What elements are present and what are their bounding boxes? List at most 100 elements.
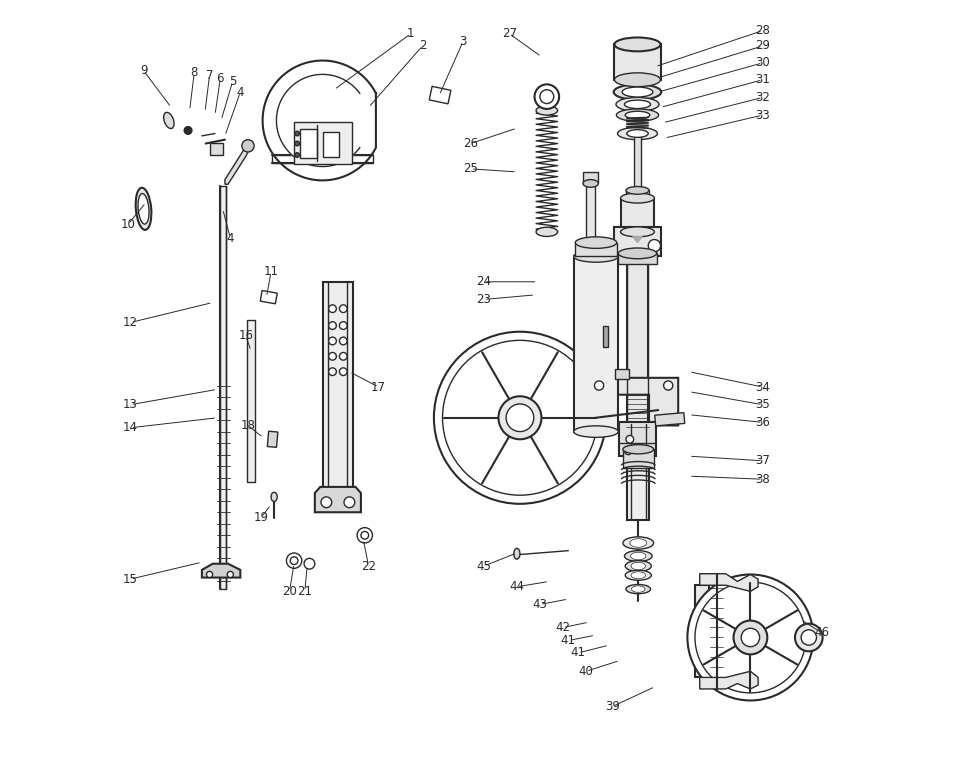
- Ellipse shape: [583, 180, 598, 187]
- Text: 39: 39: [605, 700, 619, 713]
- Bar: [695, 585, 708, 678]
- Text: 23: 23: [476, 293, 492, 306]
- Bar: [627, 259, 648, 424]
- Bar: [583, 172, 598, 183]
- Circle shape: [295, 141, 300, 146]
- Text: 8: 8: [190, 66, 198, 79]
- Polygon shape: [655, 412, 684, 426]
- Text: 4: 4: [236, 86, 244, 99]
- Text: 33: 33: [756, 109, 770, 122]
- Circle shape: [444, 342, 596, 494]
- Text: 14: 14: [123, 421, 138, 434]
- Text: 11: 11: [264, 265, 278, 278]
- Ellipse shape: [623, 445, 654, 454]
- Circle shape: [801, 630, 817, 645]
- Ellipse shape: [536, 227, 558, 237]
- Bar: [623, 449, 654, 469]
- Polygon shape: [260, 291, 277, 304]
- Text: 16: 16: [238, 329, 253, 342]
- Bar: [603, 325, 608, 347]
- Text: 3: 3: [460, 35, 467, 48]
- Polygon shape: [263, 61, 376, 180]
- Bar: [300, 129, 317, 158]
- Circle shape: [498, 396, 541, 439]
- Circle shape: [733, 621, 767, 655]
- Bar: [619, 422, 656, 456]
- Circle shape: [540, 89, 554, 103]
- Text: 7: 7: [205, 69, 213, 82]
- Circle shape: [328, 337, 336, 345]
- Ellipse shape: [575, 237, 616, 248]
- Text: 4: 4: [227, 231, 234, 244]
- Circle shape: [340, 337, 348, 345]
- Circle shape: [286, 553, 301, 568]
- Polygon shape: [276, 74, 360, 167]
- Ellipse shape: [163, 113, 174, 129]
- Ellipse shape: [625, 571, 651, 581]
- Bar: [324, 132, 339, 157]
- Text: 38: 38: [756, 473, 770, 486]
- Bar: [618, 254, 657, 264]
- Circle shape: [321, 497, 332, 507]
- Polygon shape: [429, 86, 451, 104]
- Text: 28: 28: [756, 24, 770, 37]
- Text: 6: 6: [217, 72, 224, 85]
- Circle shape: [328, 368, 336, 375]
- Ellipse shape: [614, 38, 660, 52]
- Text: 10: 10: [121, 217, 135, 231]
- Circle shape: [648, 240, 660, 252]
- Ellipse shape: [623, 537, 654, 549]
- Text: 36: 36: [756, 416, 770, 429]
- Ellipse shape: [631, 562, 645, 570]
- Text: 37: 37: [756, 454, 770, 467]
- Bar: [574, 257, 618, 432]
- Text: 32: 32: [756, 91, 770, 104]
- Polygon shape: [267, 431, 277, 447]
- Ellipse shape: [616, 97, 659, 111]
- Text: 18: 18: [241, 419, 255, 432]
- Circle shape: [328, 352, 336, 360]
- Text: 45: 45: [476, 560, 492, 573]
- Text: 19: 19: [253, 511, 269, 524]
- Bar: [620, 198, 655, 232]
- Circle shape: [594, 381, 604, 390]
- Text: 25: 25: [464, 163, 478, 175]
- Polygon shape: [315, 487, 361, 512]
- Text: 21: 21: [298, 585, 312, 598]
- Ellipse shape: [632, 586, 645, 592]
- Circle shape: [687, 574, 813, 701]
- Circle shape: [295, 131, 300, 136]
- Circle shape: [663, 381, 673, 390]
- Ellipse shape: [630, 539, 647, 547]
- Text: 30: 30: [756, 56, 770, 69]
- Ellipse shape: [624, 100, 651, 109]
- Bar: [575, 243, 616, 257]
- Polygon shape: [700, 574, 758, 591]
- Bar: [634, 132, 641, 194]
- Bar: [586, 180, 595, 245]
- Text: 1: 1: [407, 27, 415, 40]
- Ellipse shape: [626, 187, 649, 194]
- Ellipse shape: [135, 188, 152, 230]
- Text: 35: 35: [756, 398, 770, 411]
- Ellipse shape: [574, 251, 618, 262]
- Circle shape: [357, 527, 372, 543]
- Circle shape: [295, 153, 300, 157]
- Ellipse shape: [627, 130, 648, 137]
- Text: 26: 26: [464, 137, 478, 150]
- Circle shape: [506, 404, 534, 432]
- Bar: [614, 227, 660, 257]
- Text: 42: 42: [556, 621, 570, 634]
- Circle shape: [741, 628, 759, 647]
- Ellipse shape: [624, 550, 652, 561]
- Text: 41: 41: [571, 646, 586, 659]
- Circle shape: [184, 126, 192, 134]
- Bar: [209, 143, 224, 155]
- Ellipse shape: [625, 561, 651, 571]
- Text: 24: 24: [476, 275, 492, 288]
- Ellipse shape: [625, 111, 650, 119]
- Text: 13: 13: [123, 398, 138, 411]
- Circle shape: [535, 84, 559, 109]
- Bar: [628, 423, 649, 520]
- Text: 34: 34: [756, 381, 770, 393]
